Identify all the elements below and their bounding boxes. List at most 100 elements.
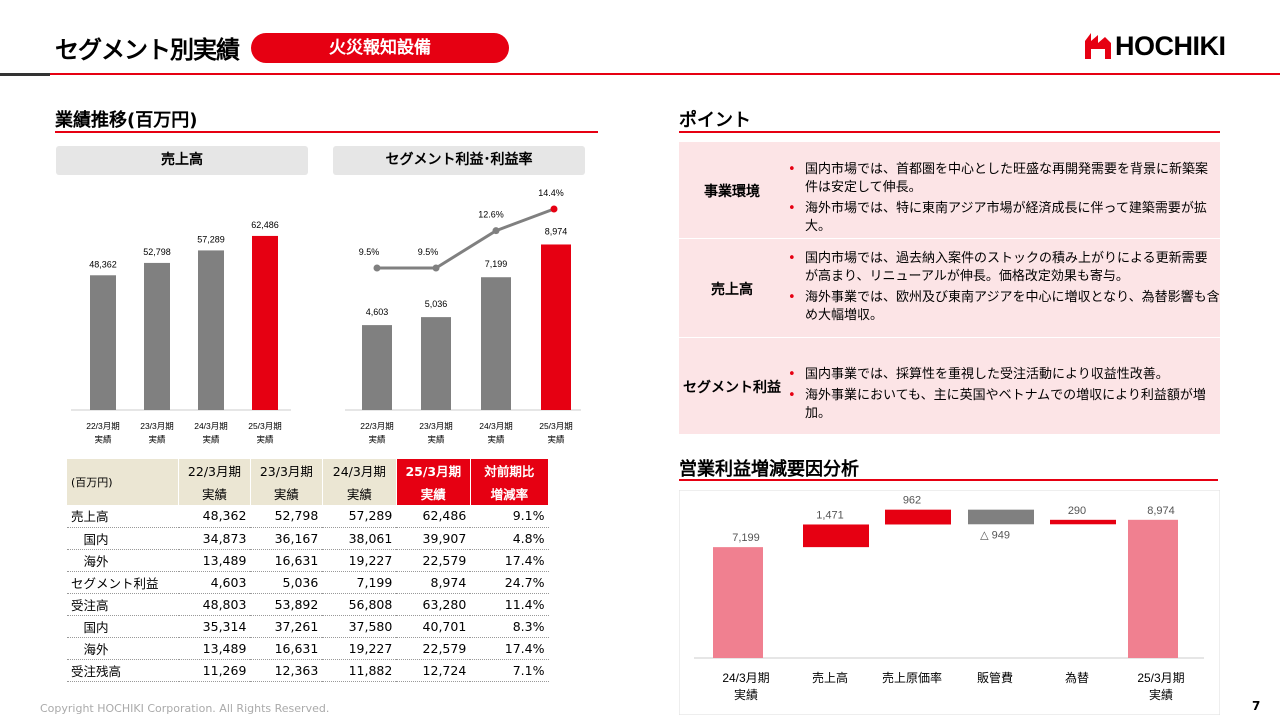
profit-bar	[362, 325, 392, 410]
table-cell: 11.4%	[470, 593, 549, 616]
table-cell: 17.4%	[470, 549, 549, 572]
profit-rate-point	[492, 227, 500, 235]
points-panel: 事業環境 国内市場では、首都圏を中心とした旺盛な再開発需要を背景に新築案件は安定し…	[679, 142, 1220, 435]
table-cell: 4.8%	[470, 527, 549, 550]
waterfall-category-label: 売上原価率	[882, 670, 942, 685]
sales-chart-header: 売上高	[56, 146, 308, 175]
points-list-item: 国内市場では、首都圏を中心とした旺盛な再開発需要を背景に新築案件は安定して伸長。	[785, 161, 1220, 198]
table-cell: 39,907	[396, 527, 471, 550]
points-list-item: 海外事業では、欧州及び東南アジアを中心に増収となり、為替影響も含め大幅増収。	[785, 289, 1220, 326]
table-cell: 35,314	[178, 615, 251, 638]
profit-value-label: 5,036	[425, 299, 448, 309]
table-cell: 22,579	[396, 637, 471, 660]
profit-value-label: 8,974	[545, 226, 568, 236]
performance-section-title: 業績推移(百万円)	[55, 110, 198, 131]
table-cell: 13,489	[178, 549, 251, 572]
sales-bar	[144, 262, 170, 410]
waterfall-value-label: △ 949	[980, 529, 1010, 541]
sales-value-label: 57,289	[197, 234, 225, 244]
profit-category-label: 25/3月期	[539, 421, 573, 431]
sales-bar	[252, 235, 278, 410]
page-title: セグメント別実績	[55, 36, 240, 64]
table-cell: 24.7%	[470, 571, 549, 594]
waterfall-category-label: 為替	[1065, 671, 1089, 685]
profit-category-label: 実績	[427, 435, 445, 445]
table-cell: 11,269	[178, 659, 251, 682]
waterfall-bar	[968, 509, 1034, 525]
table-header-cell: 増減率	[470, 482, 550, 505]
sales-bar	[90, 275, 116, 410]
points-row-label: セグメント利益	[683, 379, 781, 396]
table-cell: 16,631	[250, 637, 323, 660]
table-header-cell: 24/3月期	[322, 459, 397, 482]
table-cell: 62,486	[396, 505, 471, 528]
waterfall-category-label: 24/3月期	[722, 671, 769, 685]
profit-rate-point	[550, 205, 558, 213]
table-row-label: 国内	[67, 615, 179, 638]
points-list-item: 海外事業においても、主に英国やベトナムでの増収により利益額が増加。	[785, 387, 1220, 424]
table-cell: 37,261	[250, 615, 323, 638]
profit-rate-label: 12.6%	[478, 210, 504, 220]
table-cell: 9.1%	[470, 505, 549, 528]
points-list: 国内事業では、採算性を重視した受注活動により収益性改善。海外事業においても、主に…	[785, 366, 1220, 426]
table-row-label: セグメント利益	[67, 571, 179, 594]
segment-badge: 火災報知設備	[251, 33, 509, 63]
sales-category-label: 22/3月期	[86, 421, 120, 431]
waterfall-bar	[1050, 519, 1116, 525]
table-cell: 48,803	[178, 593, 251, 616]
points-row: 事業環境 国内市場では、首都圏を中心とした旺盛な再開発需要を背景に新築案件は安定し…	[679, 142, 1220, 239]
waterfall-bar	[803, 524, 869, 548]
sales-category-label: 24/3月期	[194, 421, 228, 431]
sales-category-label: 実績	[94, 435, 112, 445]
sales-value-label: 62,486	[251, 220, 279, 230]
table-cell: 4,603	[178, 571, 251, 594]
waterfall-section-title: 営業利益増減要因分析	[679, 459, 859, 480]
waterfall-category-label: 販管費	[977, 670, 1013, 685]
points-row-label: 事業環境	[704, 183, 760, 200]
profit-category-label: 24/3月期	[479, 421, 513, 431]
hochiki-logo: HOCHIKI	[1085, 30, 1226, 62]
logo-text: HOCHIKI	[1115, 30, 1226, 61]
profit-chart-header: セグメント利益･利益率	[333, 146, 585, 175]
page-number: 7	[1252, 699, 1261, 713]
sales-category-label: 実績	[256, 435, 274, 445]
table-cell: 37,580	[322, 615, 397, 638]
table-cell: 11,882	[322, 659, 397, 682]
profit-rate-point	[432, 264, 440, 272]
table-cell: 40,701	[396, 615, 471, 638]
table-cell: 34,873	[178, 527, 251, 550]
table-header-cell: 実績	[250, 482, 323, 505]
profit-bar	[541, 244, 571, 410]
profit-rate-line	[377, 207, 555, 270]
waterfall-value-label: 290	[1068, 505, 1086, 517]
table-cell: 63,280	[396, 593, 471, 616]
table-cell: 52,798	[250, 505, 323, 528]
table-row: 国内 35,314 37,261 37,580 40,701 8.3%	[67, 615, 549, 638]
table-cell: 8,974	[396, 571, 471, 594]
table-cell: 12,724	[396, 659, 471, 682]
header-divider	[0, 73, 1280, 75]
header-divider-accent	[0, 73, 50, 76]
sales-category-label: 実績	[202, 435, 220, 445]
table-cell: 12,363	[250, 659, 323, 682]
table-row: 売上高 48,362 52,798 57,289 62,486 9.1%	[67, 505, 549, 528]
table-row: 国内 34,873 36,167 38,061 39,907 4.8%	[67, 527, 549, 550]
points-section-line	[679, 131, 1220, 133]
waterfall-value-label: 7,199	[732, 532, 760, 544]
table-row: 受注高 48,803 53,892 56,808 63,280 11.4%	[67, 593, 549, 616]
table-cell: 17.4%	[470, 637, 549, 660]
table-cell: 53,892	[250, 593, 323, 616]
table-row-label: 海外	[67, 549, 179, 572]
waterfall-category-label: 実績	[1149, 687, 1173, 702]
table-row: 海外 13,489 16,631 19,227 22,579 17.4%	[67, 637, 549, 660]
table-header-cell: 実績	[396, 482, 471, 505]
waterfall-section-line	[679, 479, 1218, 481]
profit-category-label: 実績	[547, 435, 565, 445]
waterfall-value-label: 8,974	[1147, 505, 1175, 517]
sales-category-label: 25/3月期	[248, 421, 282, 431]
points-list: 国内市場では、首都圏を中心とした旺盛な再開発需要を背景に新築案件は安定して伸長。…	[785, 161, 1220, 239]
waterfall-value-label: 962	[903, 495, 921, 507]
table-row-label: 海外	[67, 637, 179, 660]
